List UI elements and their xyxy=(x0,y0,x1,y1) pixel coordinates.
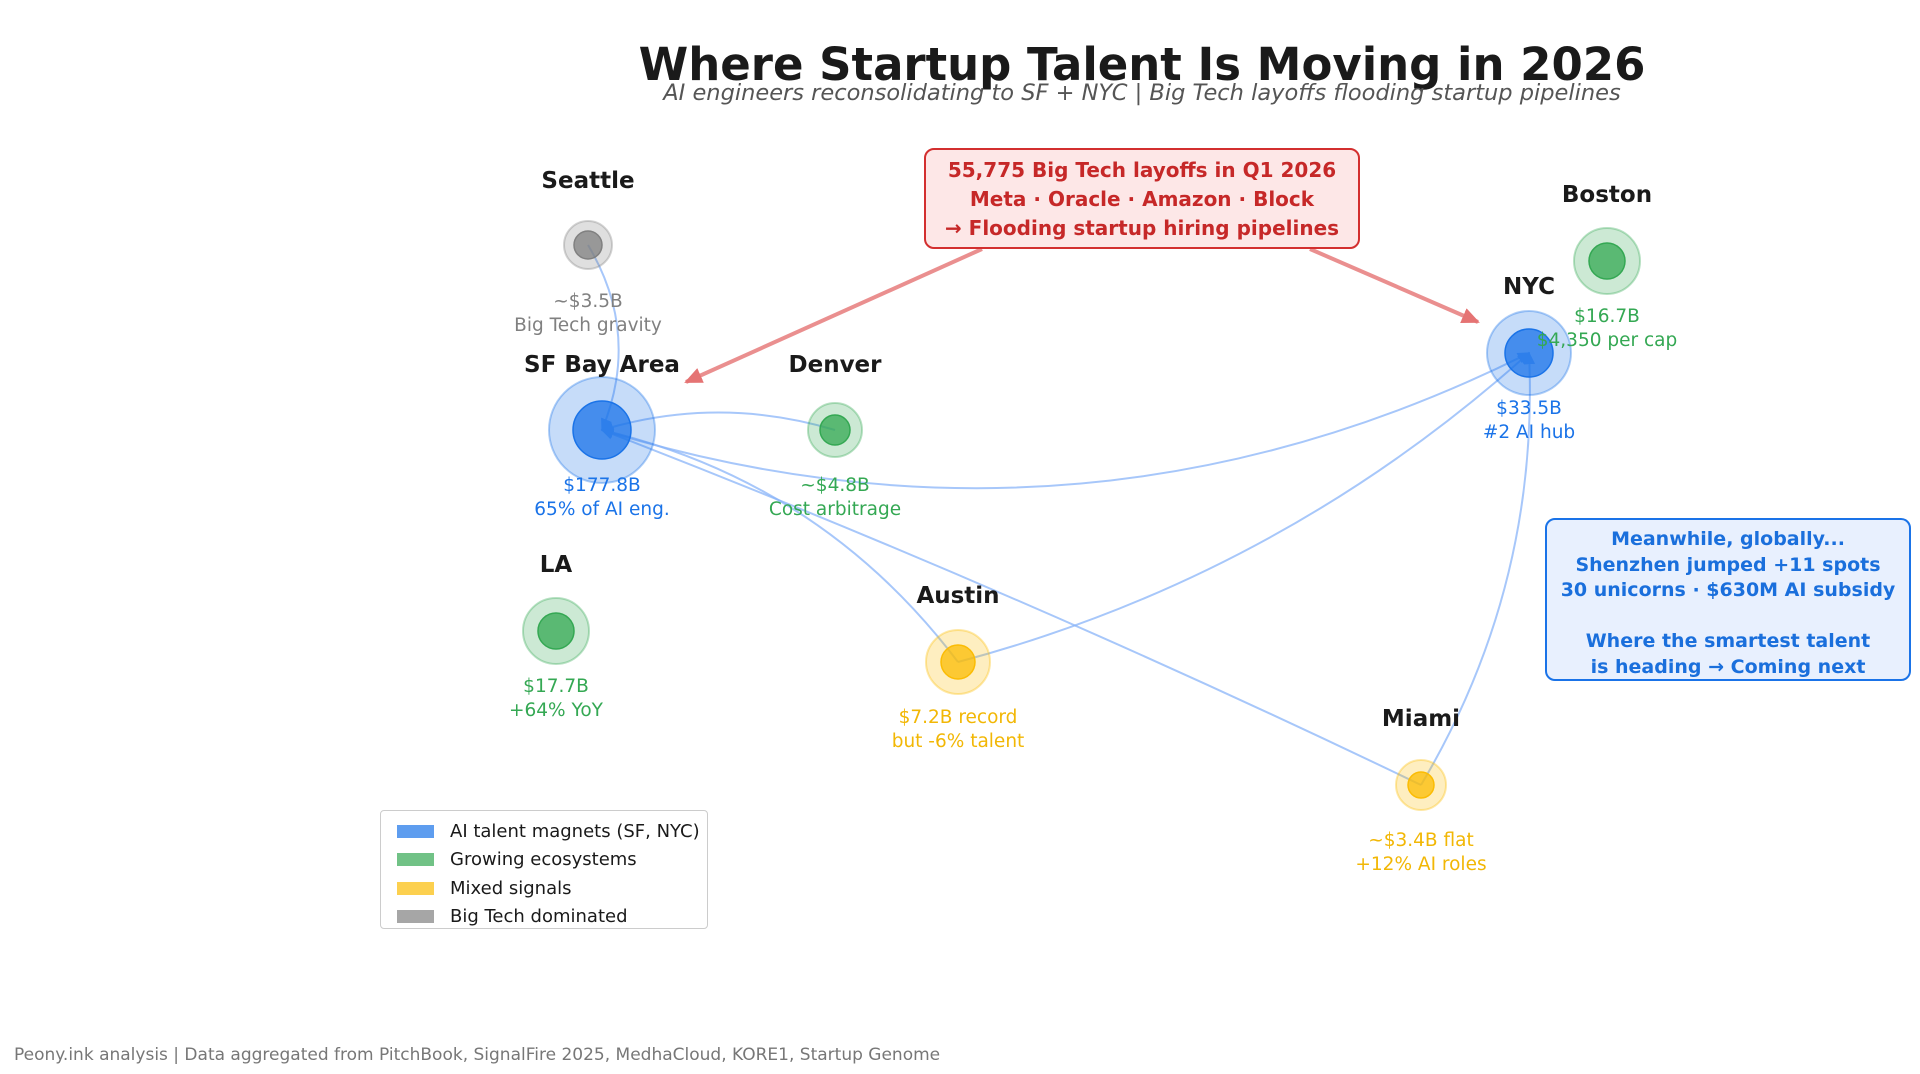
legend-label: AI talent magnets (SF, NYC) xyxy=(450,820,700,842)
city-annotation-nyc: $33.5B #2 AI hub xyxy=(1483,397,1575,445)
city-bubble-austin xyxy=(940,644,976,680)
city-annotation-line: 65% of AI eng. xyxy=(534,499,670,520)
global-callout-line: Where the smartest talent xyxy=(1585,630,1871,652)
city-label-seattle: Seattle xyxy=(541,168,635,194)
city-annotation-line: Big Tech gravity xyxy=(514,315,662,336)
layoffs-callout-line: 55,775 Big Tech layoffs in Q1 2026 xyxy=(947,158,1337,182)
flow-line-miami-to-sf xyxy=(600,428,1422,786)
city-annotation-line: $7.2B record xyxy=(898,707,1018,728)
layoffs-callout-line: Meta · Oracle · Amazon · Block xyxy=(969,187,1315,211)
flow-line-sf-to-nyc xyxy=(601,352,1531,490)
city-label-austin: Austin xyxy=(916,583,1000,609)
legend-label: Big Tech dominated xyxy=(450,906,628,928)
source-footer: Peony.ink analysis | Data aggregated fro… xyxy=(14,1045,941,1065)
city-annotation-denver: ~$4.8B Cost arbitrage xyxy=(769,474,901,522)
legend-swatch xyxy=(397,910,434,924)
city-annotation-line: $177.8B xyxy=(563,475,641,496)
layoffs-callout: 55,775 Big Tech layoffs in Q1 2026 Meta … xyxy=(924,148,1360,249)
city-annotation-sf: $177.8B 65% of AI eng. xyxy=(534,474,669,522)
city-bubble-sf xyxy=(572,400,632,460)
legend-swatch xyxy=(397,881,434,895)
chart-subtitle: AI engineers reconsolidating to SF + NYC… xyxy=(663,80,1621,106)
city-label-boston: Boston xyxy=(1561,182,1653,208)
city-bubble-seattle xyxy=(573,230,603,260)
global-callout-line: 30 unicorns · $630M AI subsidy xyxy=(1560,579,1896,601)
legend-swatch xyxy=(397,824,434,838)
legend-item-growing: Growing ecosystems xyxy=(387,846,707,875)
city-annotation-seattle: ~$3.5B Big Tech gravity xyxy=(514,290,662,338)
city-annotation-line: ~$3.4B flat xyxy=(1368,830,1474,851)
city-bubble-denver xyxy=(819,414,851,446)
city-annotation-line: ~$3.5B xyxy=(553,291,623,312)
city-annotation-line: $4,350 per cap xyxy=(1536,330,1678,351)
city-bubble-boston xyxy=(1588,242,1626,280)
city-annotation-line: +12% AI roles xyxy=(1355,854,1487,875)
legend-label: Mixed signals xyxy=(450,877,572,899)
city-annotation-line: but -6% talent xyxy=(891,731,1025,752)
city-label-la: LA xyxy=(539,552,573,578)
city-annotation-line: $16.7B xyxy=(1574,306,1640,327)
city-annotation-la: $17.7B +64% YoY xyxy=(509,675,603,723)
flow-line-austin-to-nyc xyxy=(957,352,1531,663)
legend-label: Growing ecosystems xyxy=(450,849,637,871)
layoff-arrow-to-sf xyxy=(684,247,983,384)
global-callout-spacer xyxy=(1547,604,1909,630)
flow-line-denver-to-sf xyxy=(600,411,836,433)
city-annotation-boston: $16.7B $4,350 per cap xyxy=(1537,305,1677,353)
city-bubble-la xyxy=(537,612,575,650)
flow-line-miami-to-nyc xyxy=(1420,351,1536,786)
city-label-denver: Denver xyxy=(788,352,882,378)
layoffs-callout-line: → Flooding startup hiring pipelines xyxy=(944,216,1340,240)
city-bubble-nyc xyxy=(1504,328,1554,378)
city-annotation-line: +64% YoY xyxy=(509,700,603,721)
chart-title: Where Startup Talent Is Moving in 2026 xyxy=(638,38,1646,91)
legend-item-big-tech: Big Tech dominated xyxy=(387,903,707,932)
global-callout-line: Meanwhile, globally... xyxy=(1611,528,1845,550)
city-annotation-austin: $7.2B record but -6% talent xyxy=(892,706,1025,754)
city-annotation-line: #2 AI hub xyxy=(1482,422,1576,443)
city-annotation-line: $17.7B xyxy=(523,676,589,697)
legend-swatch xyxy=(397,853,434,867)
global-callout-line: is heading → Coming next xyxy=(1590,655,1866,678)
city-label-nyc: NYC xyxy=(1503,274,1555,300)
flow-line-austin-to-sf xyxy=(600,427,959,663)
legend-item-mixed: Mixed signals xyxy=(387,874,707,903)
city-annotation-line: $33.5B xyxy=(1496,398,1562,419)
city-annotation-line: Cost arbitrage xyxy=(768,499,902,520)
chart-legend: AI talent magnets (SF, NYC) Growing ecos… xyxy=(380,810,708,929)
legend-item-ai-magnet: AI talent magnets (SF, NYC) xyxy=(387,817,707,846)
global-callout: Meanwhile, globally... Shenzhen jumped +… xyxy=(1545,518,1911,681)
city-bubble-miami xyxy=(1407,771,1435,799)
global-callout-line: Shenzhen jumped +11 spots xyxy=(1575,553,1881,576)
city-label-sf: SF Bay Area xyxy=(524,352,680,378)
layoff-arrow-to-nyc xyxy=(1309,247,1480,324)
city-annotation-line: ~$4.8B xyxy=(800,475,870,496)
city-annotation-miami: ~$3.4B flat +12% AI roles xyxy=(1355,829,1486,877)
city-label-miami: Miami xyxy=(1381,706,1461,732)
